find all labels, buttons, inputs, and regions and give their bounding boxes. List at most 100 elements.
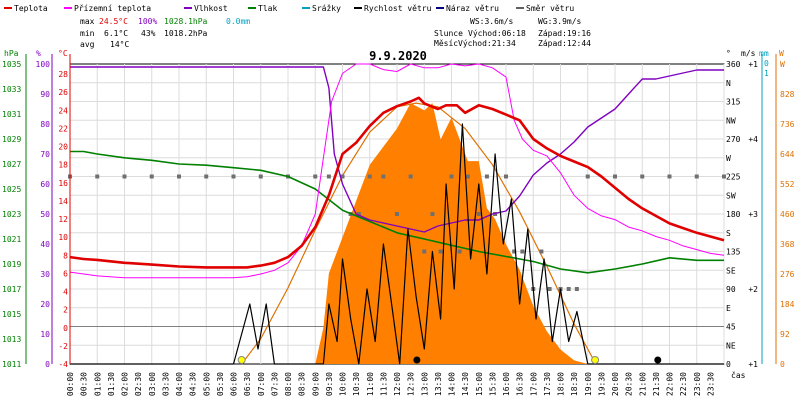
direction-tick: 0 xyxy=(726,360,731,369)
time-tick: 02:00 xyxy=(121,372,130,396)
direction-tick: SW xyxy=(726,191,736,200)
time-tick: 21:30 xyxy=(652,372,661,396)
time-tick: 01:00 xyxy=(93,372,102,396)
stat-min-press: 1018.2hPa xyxy=(164,29,208,38)
legend-label: Náraz větru xyxy=(446,4,499,13)
temperature-tick: 2 xyxy=(63,306,68,315)
sunset-time: Západ:19:16 xyxy=(538,29,591,38)
pressure-tick: 1013 xyxy=(2,335,21,344)
time-tick: 09:00 xyxy=(311,372,320,396)
stat-max-label: max xyxy=(80,17,95,26)
time-tick: 06:30 xyxy=(243,372,252,396)
wind-dir-point xyxy=(430,212,435,216)
humidity-tick: 40 xyxy=(40,240,50,249)
temperature-tick: 6 xyxy=(63,269,68,278)
temperature-tick: 16 xyxy=(58,179,68,188)
wind-tick: +3 xyxy=(748,210,758,219)
wind-tick: +2 xyxy=(748,285,758,294)
solar-tick: 460 xyxy=(780,210,795,219)
time-tick: 07:00 xyxy=(257,372,266,396)
moonset-time: Západ:12:44 xyxy=(538,39,591,48)
wind-dir-point xyxy=(484,174,489,179)
stats-header: max 24.5°C 100% 1028.1hPa 0.0mm min 6.1°… xyxy=(80,17,591,49)
clear-sky-curve xyxy=(241,102,597,365)
time-tick: 13:30 xyxy=(434,372,443,396)
temperature-tick: 26 xyxy=(58,88,68,97)
direction-tick: 270 xyxy=(726,135,741,144)
wind-speed-line xyxy=(70,123,724,365)
time-tick: 11:30 xyxy=(379,372,388,396)
humidity-tick: 60 xyxy=(40,180,50,189)
sunrise-time: Východ:06:18 xyxy=(468,29,526,38)
direction-tick: 45 xyxy=(726,323,736,332)
solar-tick: 552 xyxy=(780,180,795,189)
humidity-tick: 80 xyxy=(40,120,50,129)
wind-dir-point xyxy=(326,174,331,179)
sun-marker xyxy=(591,356,600,364)
pressure-tick: 1025 xyxy=(2,185,21,194)
wind-dir-point xyxy=(177,174,181,179)
wind-dir-point xyxy=(476,212,481,216)
humidity-tick: 20 xyxy=(40,300,50,309)
time-tick: 15:00 xyxy=(475,372,484,396)
humidity-axis-title: % xyxy=(36,49,41,58)
direction-tick: 90 xyxy=(726,285,736,294)
moon-marker xyxy=(413,356,421,364)
temperature-tick: 24 xyxy=(58,106,68,115)
wind-dir-point xyxy=(231,174,236,179)
time-tick: 05:00 xyxy=(202,372,211,396)
solar-tick: 828 xyxy=(780,90,795,99)
pressure-tick: 1035 xyxy=(2,60,21,69)
direction-tick: E xyxy=(726,304,731,313)
time-axis: 00:00 00:30 01:00 01:30 02:00 02:30 03:00 03:30… xyxy=(66,370,746,396)
solar-tick: 368 xyxy=(780,240,795,249)
time-tick: 06:00 xyxy=(230,372,239,396)
humidity-tick: 0 xyxy=(45,360,50,369)
pressure-axis-title: hPa xyxy=(4,49,19,58)
wind-dir-point xyxy=(566,287,571,291)
stat-min-hum: 43% xyxy=(141,29,156,38)
time-tick: 00:00 xyxy=(66,372,75,396)
wind-speed-path xyxy=(70,123,724,365)
time-tick: 08:30 xyxy=(298,372,307,396)
time-tick: 16:00 xyxy=(502,372,511,396)
temperature-tick: 12 xyxy=(58,215,68,224)
solar-tick: 184 xyxy=(780,300,795,309)
time-tick: 21:00 xyxy=(638,372,647,396)
time-tick: 14:30 xyxy=(461,372,470,396)
wind-dir-point xyxy=(722,174,726,179)
time-tick: 02:30 xyxy=(134,372,143,396)
temperature-axis-title: °C xyxy=(58,49,68,58)
pressure-tick: 1029 xyxy=(2,135,21,144)
pressure-tick: 1033 xyxy=(2,85,21,94)
pressure-tick: 1019 xyxy=(2,260,21,269)
moonrise-time: Východ:21:34 xyxy=(458,39,516,48)
pressure-tick: 1021 xyxy=(2,235,21,244)
direction-tick: NE xyxy=(726,341,736,350)
rain-tick: 1 xyxy=(764,69,769,78)
time-tick: 15:30 xyxy=(488,372,497,396)
time-tick: 10:30 xyxy=(352,372,361,396)
wind-dir-point xyxy=(547,287,552,291)
sun-moon-markers xyxy=(237,356,662,364)
humidity-tick: 10 xyxy=(40,330,50,339)
sun-label: Slunce xyxy=(434,29,463,38)
stat-max-press: 1028.1hPa xyxy=(164,17,208,26)
time-tick: 22:30 xyxy=(679,372,688,396)
wind-dir-point xyxy=(381,174,386,179)
legend-label: Srážky xyxy=(312,4,341,13)
direction-tick: 180 xyxy=(726,210,741,219)
time-tick: 14:00 xyxy=(448,372,457,396)
wind-dir-point xyxy=(95,174,100,179)
temperature-line xyxy=(69,96,725,269)
time-tick: 07:30 xyxy=(270,372,279,396)
humidity-tick: 50 xyxy=(40,210,50,219)
rain-axis-title: mm xyxy=(759,49,769,58)
humidity-tick: 30 xyxy=(40,270,50,279)
time-tick: 19:00 xyxy=(584,372,593,396)
wind-dir-point xyxy=(438,249,443,254)
wind-tick: +1 xyxy=(748,360,758,369)
wind-dir-point xyxy=(465,174,470,179)
wind-dir-point xyxy=(122,174,127,179)
